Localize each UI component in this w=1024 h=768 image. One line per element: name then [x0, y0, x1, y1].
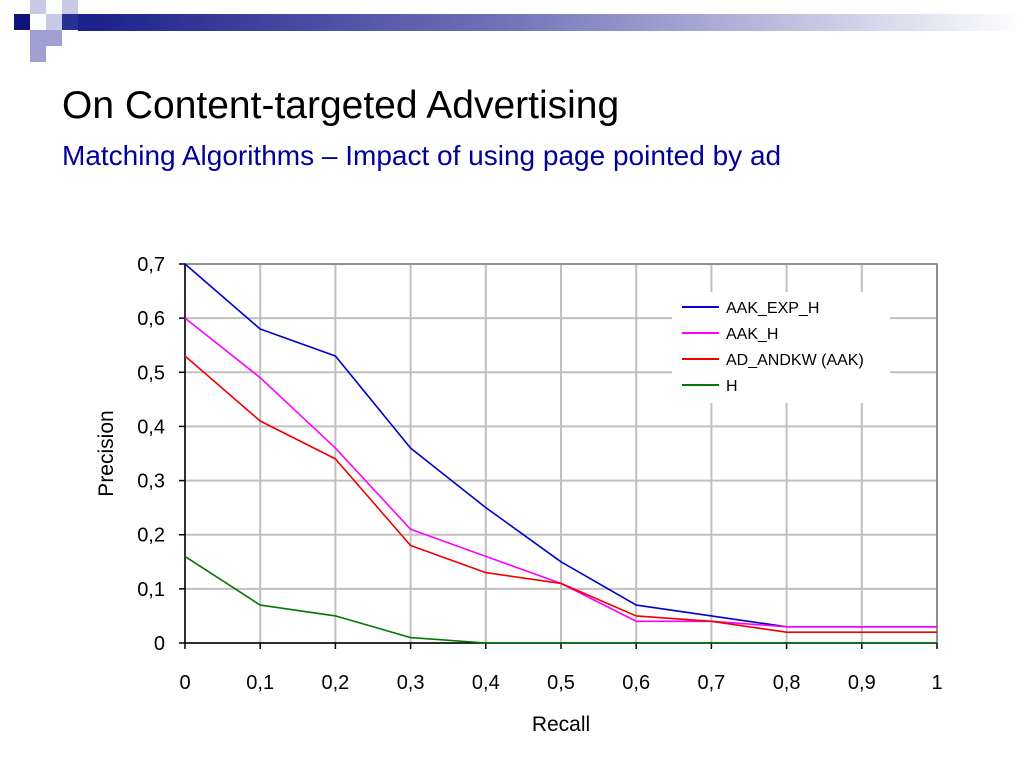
y-tick-label: 0,3: [137, 471, 165, 493]
legend-label: AAK_H: [726, 326, 778, 343]
header-square: [62, 14, 78, 30]
y-tick-label: 0,2: [137, 525, 165, 547]
x-tick-label: 0,7: [697, 672, 725, 694]
header-square: [30, 46, 46, 62]
y-tick-label: 0,5: [137, 362, 165, 384]
x-tick-label: 0,3: [397, 672, 425, 694]
series-line: [184, 555, 937, 644]
x-tick-label: 0,6: [622, 672, 650, 694]
series-line: [184, 355, 937, 634]
x-axis-label: Recall: [532, 713, 590, 736]
x-tick-label: 0,4: [472, 672, 500, 694]
y-tick-label: 0,7: [137, 254, 165, 276]
x-tick-label: 0,9: [848, 672, 876, 694]
x-tick-label: 0: [179, 672, 190, 694]
legend-label: AAK_EXP_H: [726, 300, 819, 317]
header-square: [30, 30, 46, 46]
header-gradient-band: [78, 14, 1024, 31]
legend-label: AD_ANDKW (AAK): [726, 352, 864, 369]
y-tick-label: 0,4: [137, 416, 165, 438]
y-tick-label: 0,1: [137, 579, 165, 601]
header-square: [46, 30, 62, 46]
header-square: [62, 0, 78, 14]
decorative-header-squares: [14, 0, 1024, 62]
x-tick-label: 1: [931, 672, 942, 694]
legend-label: H: [726, 378, 738, 395]
y-axis-label: Precision: [95, 410, 118, 496]
header-square: [46, 14, 62, 30]
slide-subtitle: Matching Algorithms – Impact of using pa…: [62, 140, 782, 171]
slide-title: On Content-targeted Advertising: [62, 84, 620, 127]
y-tick-label: 0,6: [137, 308, 165, 330]
header-square: [30, 0, 46, 14]
x-tick-label: 0,8: [773, 672, 801, 694]
x-tick-label: 0,1: [246, 672, 274, 694]
y-tick-label: 0: [154, 633, 165, 655]
x-tick-label: 0,5: [547, 672, 575, 694]
x-tick-label: 0,2: [321, 672, 349, 694]
header-square: [14, 14, 30, 30]
